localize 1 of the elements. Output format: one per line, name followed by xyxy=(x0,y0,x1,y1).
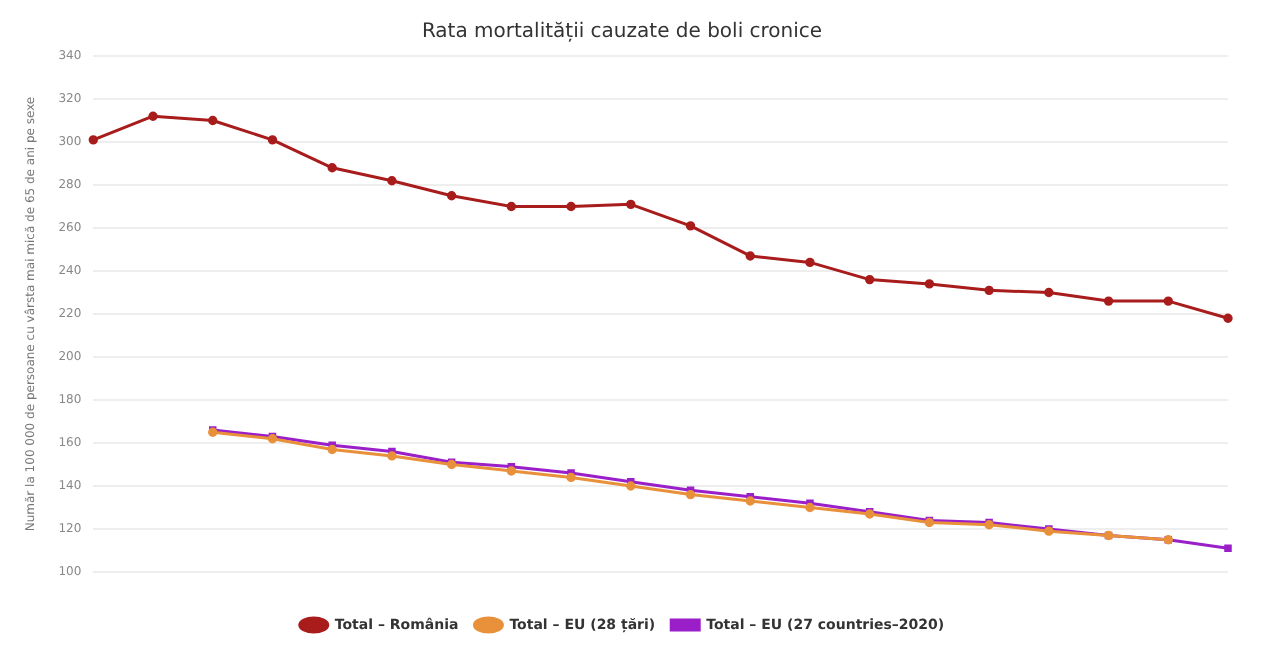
chart-title: Rata mortalității cauzate de boli cronice xyxy=(421,21,823,44)
